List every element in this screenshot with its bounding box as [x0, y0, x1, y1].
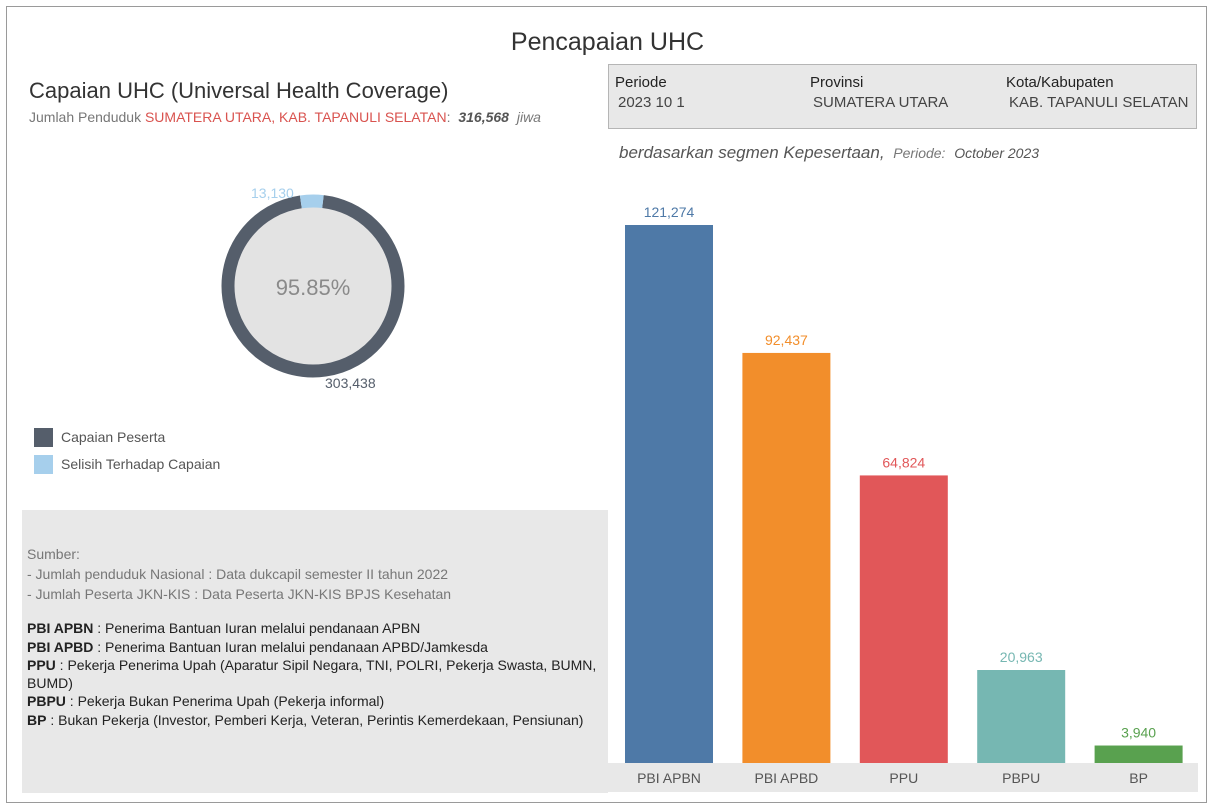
donut-center-label: 95.85% — [276, 275, 351, 300]
definition-ppu: PPU : Pekerja Penerima Upah (Aparatur Si… — [27, 657, 597, 691]
x-tick-label: PBI APBN — [637, 770, 701, 786]
bar-pbi-apbn — [625, 225, 713, 763]
periode-label: Periode — [615, 74, 667, 91]
kota-value: KAB. TAPANULI SELATAN — [1009, 94, 1189, 111]
notes-panel: Sumber: - Jumlah penduduk Nasional : Dat… — [22, 510, 608, 793]
x-tick-label: PBI APBD — [754, 770, 818, 786]
filter-info-box: Periode 2023 10 1 Provinsi SUMATERA UTAR… — [608, 64, 1197, 129]
subtitle-prefix: Jumlah Penduduk — [29, 109, 142, 125]
legend-label-capaian: Capaian Peserta — [61, 429, 166, 445]
donut-legend: Capaian Peserta Selisih Terhadap Capaian — [34, 427, 220, 481]
donut-label-capaian: 303,438 — [325, 375, 376, 391]
donut-center — [234, 207, 392, 365]
donut-label-selisih: 13,130 — [251, 185, 294, 201]
definition-pbi-apbn: PBI APBN : Penerima Bantuan Iuran melalu… — [27, 620, 421, 636]
periode-value: 2023 10 1 — [618, 94, 685, 111]
x-tick-label: BP — [1129, 770, 1148, 786]
periode-filter[interactable]: Periode 2023 10 1 — [615, 74, 685, 111]
provinsi-value: SUMATERA UTARA — [813, 94, 949, 111]
subtitle-colon: : — [446, 109, 451, 125]
bar-pbi-apbd — [742, 352, 831, 763]
legend-label-selisih: Selisih Terhadap Capaian — [61, 456, 221, 472]
bar-pbpu — [977, 670, 1066, 763]
uhc-section-title: Capaian UHC (Universal Health Coverage) — [29, 78, 449, 103]
bar-value-label: 121,274 — [644, 204, 695, 220]
bar-value-label: 64,824 — [882, 454, 925, 470]
definition-bp: BP : Bukan Pekerja (Investor, Pemberi Ke… — [27, 711, 584, 728]
definition-pbi-apbd: PBI APBD : Penerima Bantuan Iuran melalu… — [27, 638, 488, 655]
legend-swatch-capaian — [34, 427, 53, 447]
donut-slice-capaian — [221, 194, 405, 378]
bar-bp — [1094, 745, 1183, 763]
bar-value-label: 3,940 — [1121, 725, 1156, 741]
segment-chart-title: berdasarkan segmen Kepesertaan, Periode:… — [619, 143, 1039, 163]
segment-periode-label: Periode: — [893, 145, 946, 161]
subtitle-region: SUMATERA UTARA, KAB. TAPANULI SELATAN — [144, 109, 447, 125]
legend-item-capaian: Capaian Peserta — [34, 427, 220, 447]
kota-filter[interactable]: Kota/Kabupaten KAB. TAPANULI SELATAN — [1006, 74, 1189, 111]
legend-swatch-selisih — [34, 454, 53, 474]
source-line: - Jumlah penduduk Nasional : Data dukcap… — [27, 566, 449, 582]
page-title: Pencapaian UHC — [510, 28, 705, 56]
kota-label: Kota/Kabupaten — [1006, 74, 1114, 91]
uhc-donut-chart: 95.85% 13,130 303,438 — [221, 185, 405, 391]
bar-value-label: 20,963 — [1000, 649, 1043, 665]
provinsi-label: Provinsi — [810, 74, 864, 91]
population-unit: jiwa — [516, 109, 541, 125]
bar-value-label: 92,437 — [765, 332, 808, 348]
bar-ppu — [859, 475, 948, 763]
x-axis-strip — [608, 763, 1198, 792]
legend-item-selisih: Selisih Terhadap Capaian — [34, 454, 220, 474]
segment-bar-chart: 121,274 PBI APBN 92,437 PBI APBD 64,824 PPU 20… — [608, 204, 1198, 792]
x-tick-label: PBPU — [1002, 770, 1040, 786]
x-tick-label: PPU — [889, 770, 918, 786]
segment-title-text: berdasarkan segmen Kepesertaan, — [619, 143, 885, 162]
population-value: 316,568 — [458, 109, 509, 125]
dashboard-frame — [6, 6, 1207, 803]
source-line: Sumber: — [27, 546, 80, 562]
definition-pbpu: PBPU : Pekerja Bukan Penerima Upah (Peke… — [27, 693, 385, 709]
source-line: - Jumlah Peserta JKN-KIS : Data Peserta … — [27, 586, 452, 602]
provinsi-filter[interactable]: Provinsi SUMATERA UTARA — [810, 74, 948, 111]
segment-periode-value: October 2023 — [954, 145, 1040, 161]
population-subtitle: Jumlah Penduduk SUMATERA UTARA, KAB. TAP… — [29, 109, 541, 125]
